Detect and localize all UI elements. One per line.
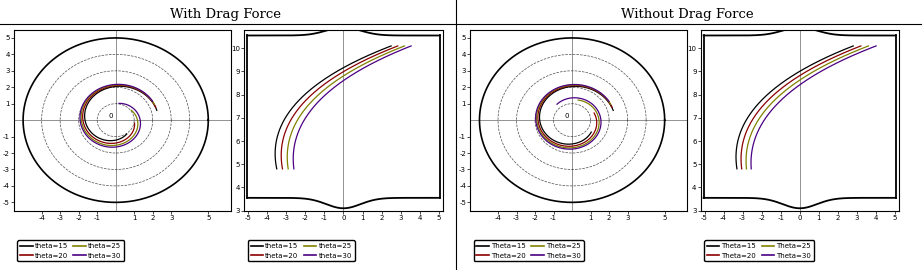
Text: 0: 0 [109,113,112,119]
Text: Without Drag Force: Without Drag Force [621,8,753,21]
Legend: theta=15, theta=20, theta=25, theta=30: theta=15, theta=20, theta=25, theta=30 [18,240,124,261]
Legend: Theta=15, Theta=20, Theta=25, Theta=30: Theta=15, Theta=20, Theta=25, Theta=30 [704,240,814,261]
Text: With Drag Force: With Drag Force [171,8,281,21]
Text: 0: 0 [565,113,569,119]
Legend: Theta=15, Theta=20, Theta=25, Theta=30: Theta=15, Theta=20, Theta=25, Theta=30 [474,240,584,261]
Legend: theta=15, theta=20, theta=25, theta=30: theta=15, theta=20, theta=25, theta=30 [248,240,355,261]
